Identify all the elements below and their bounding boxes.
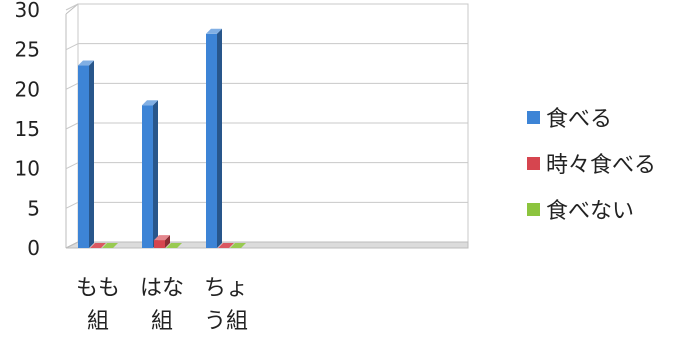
x-tick-label: はな組	[140, 276, 184, 334]
gridline-side	[65, 43, 79, 51]
plot-walls	[65, 3, 469, 249]
y-tick-label: 10	[15, 157, 40, 181]
bars	[78, 28, 246, 249]
y-axis: 0 5 10 15 20 25 30	[15, 0, 40, 260]
legend-swatch	[527, 157, 540, 170]
bar-top	[142, 100, 158, 106]
y-tick-label: 25	[15, 38, 40, 62]
bar-top	[90, 243, 106, 248]
side-wall-top-edge	[65, 3, 79, 15]
legend-swatch	[527, 203, 540, 216]
bar-front	[206, 33, 217, 248]
bar-top	[230, 243, 246, 248]
y-tick-label: 0	[27, 236, 40, 260]
y-tick-label: 20	[15, 77, 40, 101]
bar-front	[154, 240, 165, 248]
y-tick-label: 30	[15, 0, 40, 22]
gridline-side	[65, 122, 79, 130]
bar-top	[154, 235, 170, 241]
gridline-side	[65, 82, 79, 90]
bar	[166, 243, 182, 248]
gridline-side	[65, 201, 79, 209]
bar-front	[142, 105, 153, 248]
bar-top	[218, 243, 234, 248]
bar-side	[165, 235, 170, 248]
bar	[230, 243, 246, 248]
legend-swatch	[527, 111, 540, 124]
bar-side	[89, 60, 94, 249]
bar	[206, 28, 222, 248]
legend-label: 食べない	[546, 199, 634, 224]
bar	[218, 243, 234, 248]
legend-item: 食べない	[527, 199, 634, 224]
legend-item: 食べる	[527, 107, 612, 132]
bar-top	[166, 243, 182, 248]
bar-front	[78, 65, 89, 249]
x-tick-label: もも組	[76, 276, 120, 334]
floor-side-edge	[65, 241, 79, 249]
bar	[154, 235, 170, 248]
bar-side	[217, 28, 222, 248]
gridline-side	[65, 162, 79, 170]
legend-label: 時々食べる	[546, 153, 656, 178]
bar-top	[206, 28, 222, 34]
bar-top	[78, 60, 94, 66]
bar	[102, 243, 118, 248]
legend-label: 食べる	[546, 107, 612, 132]
x-tick-label: ちょう組	[204, 276, 248, 334]
bar	[78, 60, 94, 249]
y-tick-label: 15	[15, 117, 40, 141]
y-tick-label: 5	[27, 196, 40, 220]
gridline-side	[65, 3, 79, 11]
legend-item: 時々食べる	[527, 153, 656, 178]
plot-floor	[65, 241, 469, 249]
bar-top	[102, 243, 118, 248]
bar-side	[153, 100, 158, 248]
bar	[142, 100, 158, 248]
bar	[90, 243, 106, 248]
